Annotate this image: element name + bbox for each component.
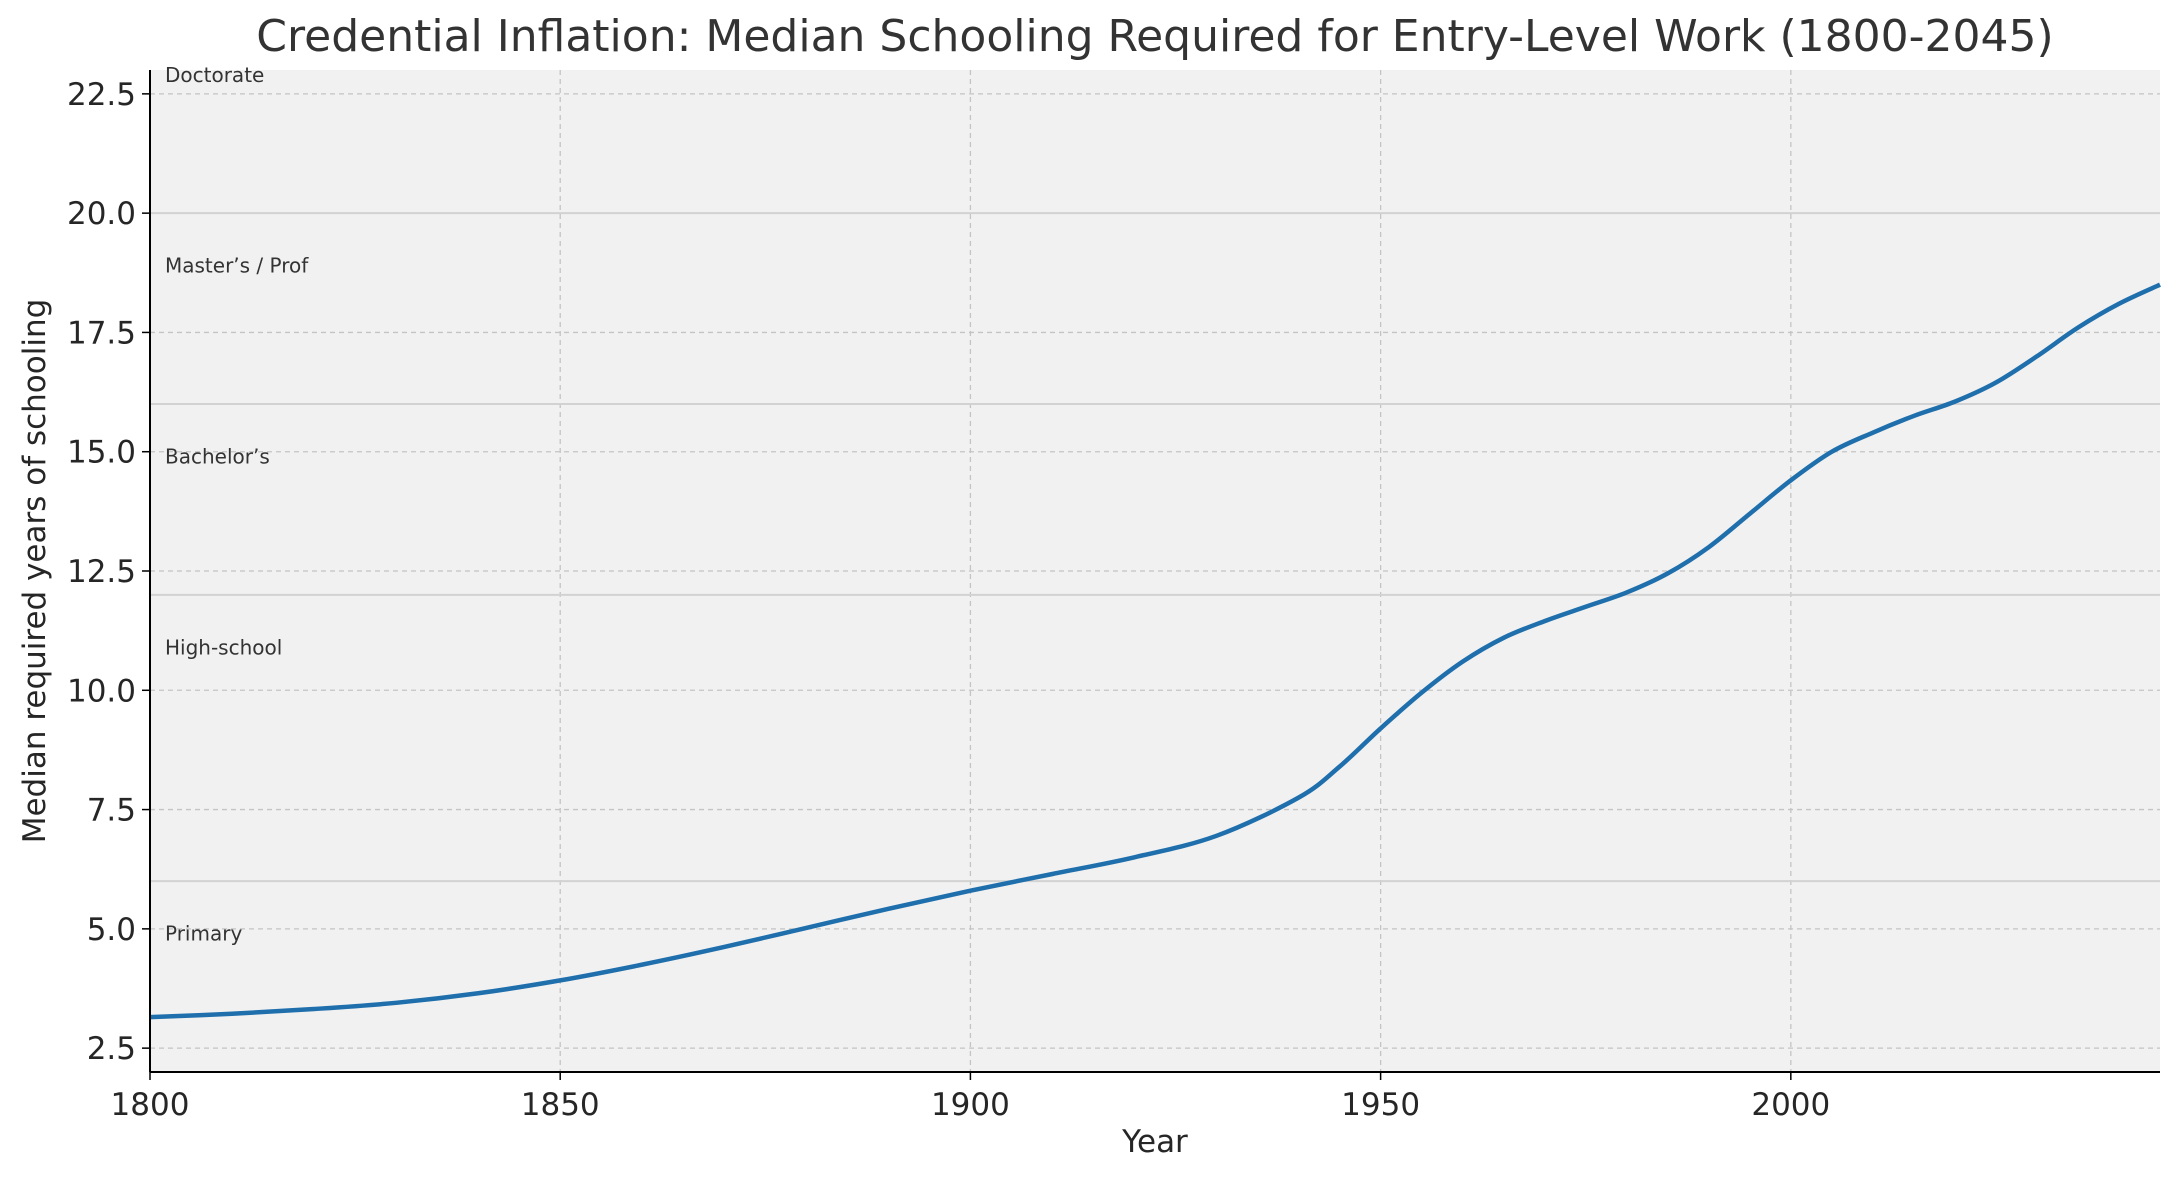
x-tick-label: 1900 [931,1087,1010,1123]
y-tick-label: 20.0 [67,196,136,232]
y-axis-label: Median required years of schooling [17,299,53,844]
x-tick-label: 2000 [1751,1087,1830,1123]
y-tick-label: 5.0 [87,912,136,948]
band-label: Doctorate [165,63,264,87]
band-label: High-school [165,635,282,659]
chart-title: Credential Inflation: Median Schooling R… [256,11,2053,62]
y-tick-label: 10.0 [67,673,136,709]
x-tick-label: 1800 [111,1087,190,1123]
series-layer [149,282,2161,1020]
y-gridlines [150,93,2160,1049]
x-axis-label: Year [1121,1124,1188,1160]
y-tick-label: 17.5 [67,315,136,351]
y-tick-label: 15.0 [67,435,136,471]
series-line [149,282,2161,1020]
y-tick-label: 12.5 [67,554,136,590]
y-tick-label: 22.5 [67,77,136,113]
y-tick-label: 2.5 [87,1031,136,1067]
band-label: Master’s / Prof [165,254,309,278]
y-tick-label: 7.5 [87,793,136,829]
threshold-lines [150,212,2160,883]
band-labels: Primary High-school Bachelor’s Master’s / P… [165,63,309,946]
x-tick-label: 1950 [1341,1087,1420,1123]
x-gridlines [559,70,1792,1072]
y-ticks: 2.5 5.0 7.5 10.0 12.5 15.0 17.5 20.0 22.5 [67,77,150,1067]
band-label: Primary [165,922,242,946]
x-tick-label: 1850 [521,1087,600,1123]
x-ticks: 1800 1850 1900 1950 2000 [111,1072,1830,1123]
band-label: Bachelor’s [165,444,270,468]
